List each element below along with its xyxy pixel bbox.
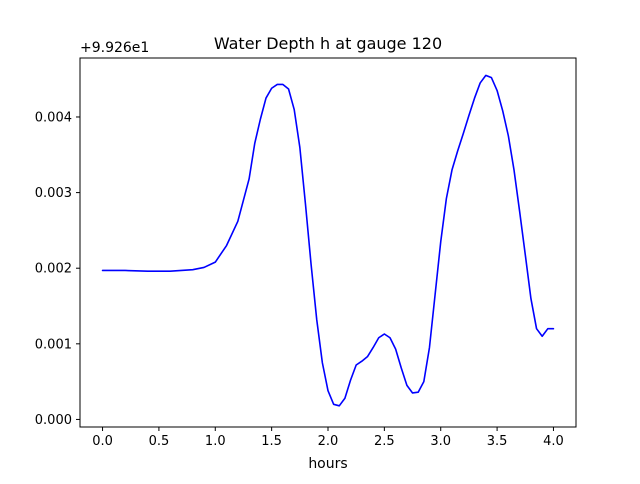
y-tick-label: 0.001 <box>35 337 72 352</box>
series-line-0 <box>101 74 555 407</box>
x-tick-label: 1.0 <box>205 434 226 449</box>
x-tick-label: 2.0 <box>318 434 339 449</box>
x-tick-label: 2.5 <box>374 434 395 449</box>
y-tick-label: 0.002 <box>35 262 72 277</box>
chart-title: Water Depth h at gauge 120 <box>214 34 442 53</box>
y-tick-label: 0.004 <box>35 110 72 125</box>
x-tick-label: 4.0 <box>543 434 564 449</box>
x-tick-label: 3.5 <box>487 434 508 449</box>
x-axis: 0.0 0.5 1.0 1.5 2.0 2.5 3.0 3.5 4.0 <box>92 427 564 449</box>
plot-area <box>101 74 555 407</box>
x-tick-label: 1.5 <box>261 434 282 449</box>
y-offset-text: +9.926e1 <box>80 40 149 56</box>
x-axis-label: hours <box>308 456 347 472</box>
y-axis: 0.000 0.001 0.002 0.003 0.004 <box>35 110 80 428</box>
y-tick-label: 0.003 <box>35 186 72 201</box>
x-tick-label: 0.0 <box>92 434 113 449</box>
x-tick-label: 0.5 <box>149 434 170 449</box>
x-tick-label: 3.0 <box>430 434 451 449</box>
y-tick-label: 0.000 <box>35 413 72 428</box>
